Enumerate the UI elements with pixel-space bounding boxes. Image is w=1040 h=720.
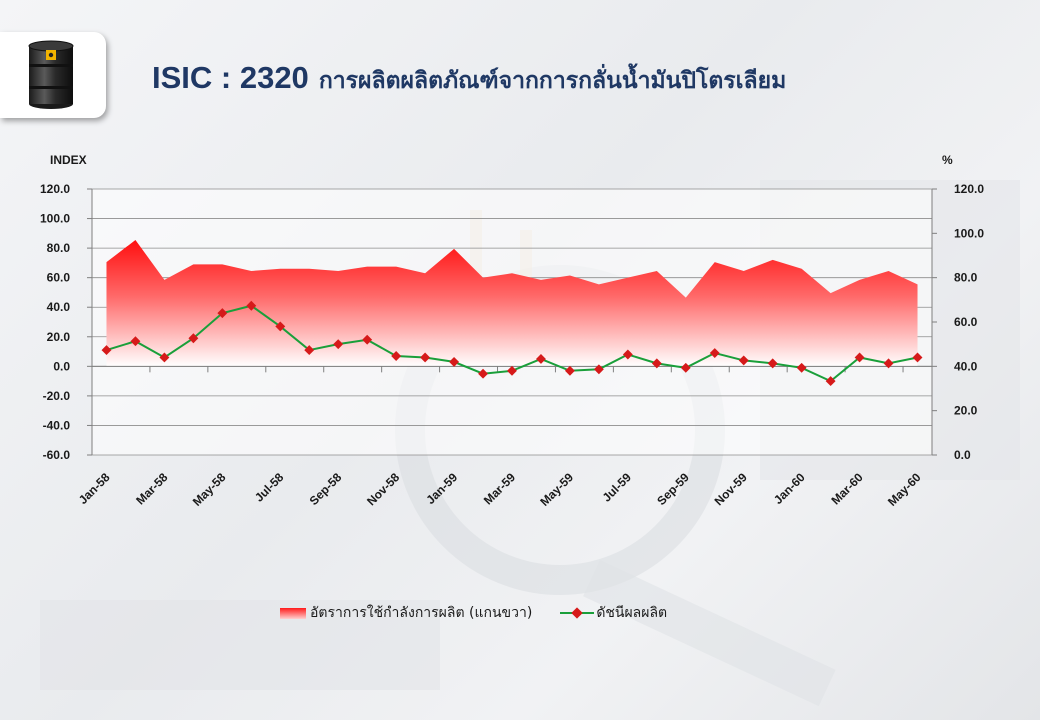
index-point <box>564 365 575 376</box>
x-tick-label: Mar-59 <box>481 470 518 507</box>
index-point <box>275 321 286 332</box>
legend: อัตราการใช้กำลังการผลิต (แกนขวา) ดัชนีผล… <box>280 602 695 624</box>
legend-capacity-label: อัตราการใช้กำลังการผลิต (แกนขวา) <box>310 605 533 621</box>
legend-item-index: ดัชนีผลผลิต <box>560 602 667 624</box>
legend-index-label: ดัชนีผลผลิต <box>596 605 668 621</box>
x-tick-label: Jul-58 <box>252 470 287 505</box>
left-tick-label: -40.0 <box>43 418 71 432</box>
x-tick-label: Jan-58 <box>76 470 113 507</box>
right-tick-label: 20.0 <box>954 404 978 418</box>
production-index-markers <box>101 300 923 387</box>
index-point <box>333 339 344 350</box>
left-tick-label: 20.0 <box>47 330 71 344</box>
right-tick-label: 60.0 <box>954 315 978 329</box>
x-tick-label: Nov-59 <box>712 470 750 508</box>
right-axis-ticks: 120.0 100.0 80.0 60.0 40.0 20.0 0.0 <box>932 182 984 462</box>
right-axis-title: % <box>942 153 953 167</box>
index-point <box>507 365 517 376</box>
index-point <box>130 336 141 347</box>
right-tick-label: 120.0 <box>954 182 984 196</box>
logo-box <box>0 32 106 118</box>
index-point <box>651 358 662 369</box>
chart: INDEX % 120.0 100.0 80.0 60.0 40.0 20.0 0.0 -20… <box>40 153 984 509</box>
index-point <box>825 376 836 387</box>
x-tick-label: May-59 <box>537 470 576 509</box>
right-tick-label: 100.0 <box>954 226 984 240</box>
right-tick-label: 0.0 <box>954 448 971 462</box>
index-point <box>362 334 373 345</box>
page-title: ISIC : 2320 การผลิตผลิตภัณฑ์จากการกลั่นน้… <box>152 58 786 99</box>
industry-name: การผลิตผลิตภัณฑ์จากการกลั่นน้ำมันปิโตรเล… <box>318 68 787 94</box>
x-tick-label: Sep-58 <box>307 470 345 508</box>
x-tick-label: May-58 <box>190 470 229 509</box>
index-point <box>159 352 170 363</box>
left-tick-label: 120.0 <box>40 182 70 196</box>
index-point <box>912 352 923 363</box>
index-point <box>246 300 257 311</box>
isic-code: ISIC : 2320 <box>152 60 309 95</box>
index-point <box>304 345 315 356</box>
index-point <box>188 333 199 344</box>
index-point <box>217 308 228 319</box>
index-point <box>854 352 865 363</box>
x-tick-label: Jan-60 <box>771 470 808 507</box>
index-point <box>449 356 460 367</box>
legend-line-swatch <box>560 607 595 619</box>
left-tick-label: 100.0 <box>40 212 70 226</box>
index-point <box>536 353 546 364</box>
left-tick-label: 80.0 <box>47 241 71 255</box>
index-point <box>709 348 720 358</box>
x-tick-label: Mar-60 <box>828 470 865 507</box>
index-point <box>796 362 807 373</box>
left-axis-title: INDEX <box>50 153 87 167</box>
right-tick-label: 80.0 <box>954 271 978 285</box>
left-tick-label: 60.0 <box>47 271 71 285</box>
x-tick-label: Jul-59 <box>600 470 635 505</box>
left-tick-label: -60.0 <box>43 448 71 462</box>
right-tick-label: 40.0 <box>954 359 978 373</box>
index-point <box>738 355 749 366</box>
index-point <box>883 358 894 369</box>
index-point <box>593 364 604 375</box>
index-point <box>478 368 488 379</box>
legend-item-capacity: อัตราการใช้กำลังการผลิต (แกนขวา) <box>280 602 532 624</box>
index-point <box>767 358 778 369</box>
left-axis-ticks: 120.0 100.0 80.0 60.0 40.0 20.0 0.0 -20.0 -40.0 -… <box>40 182 92 462</box>
x-axis-ticks: Jan-58 Mar-58 May-58 Jul-58 Sep-58 Nov-58 Jan-… <box>76 470 924 509</box>
index-point <box>680 362 691 373</box>
legend-area-swatch <box>280 607 306 619</box>
x-tick-label: Sep-59 <box>654 470 692 508</box>
x-tick-label: Nov-58 <box>364 470 402 508</box>
left-tick-label: 0.0 <box>53 359 70 373</box>
index-point <box>622 349 633 360</box>
left-tick-label: -20.0 <box>43 389 71 403</box>
oil-barrel-icon <box>28 40 74 109</box>
left-tick-label: 40.0 <box>47 300 71 314</box>
x-tick-label: Mar-58 <box>133 470 170 507</box>
x-tick-label: May-60 <box>885 470 924 509</box>
index-point <box>391 351 402 361</box>
capacity-utilization-area <box>106 239 918 367</box>
index-point <box>420 352 431 363</box>
x-tick-label: Jan-59 <box>423 470 460 507</box>
